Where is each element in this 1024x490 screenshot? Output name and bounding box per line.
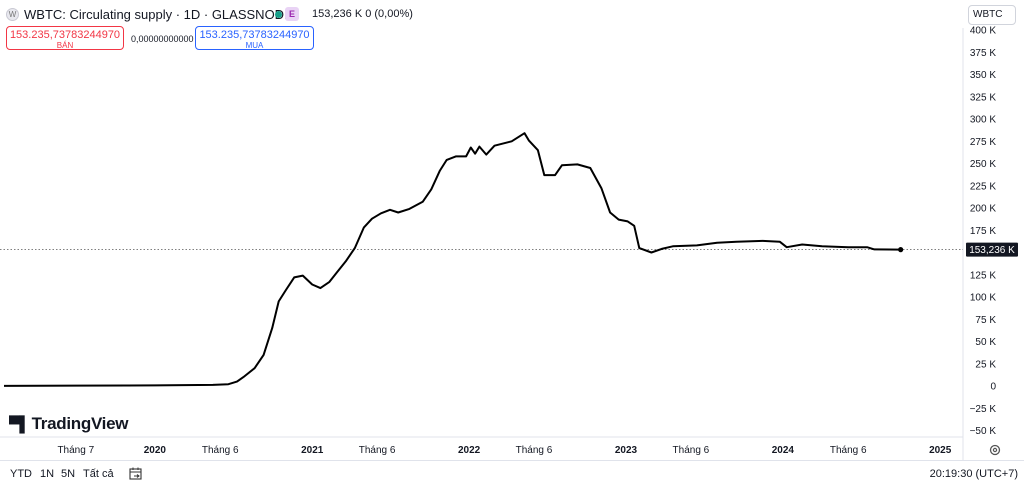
y-tick-label: 300 K: [970, 115, 996, 126]
y-tick-label: 175 K: [970, 226, 996, 237]
x-tick-label: 2020: [144, 445, 167, 456]
y-tick-label: 250 K: [970, 159, 996, 170]
x-tick-label: Tháng 6: [202, 445, 239, 456]
y-tick-label: −25 K: [970, 404, 997, 415]
settings-gear-icon[interactable]: [988, 443, 1002, 457]
sell-label: BÁN: [56, 41, 74, 50]
buy-price: 153.235,73783244970: [199, 29, 310, 41]
sell-price: 153.235,73783244970: [9, 29, 121, 41]
logo-text: TradingView: [31, 414, 129, 433]
y-tick-label: 275 K: [970, 137, 996, 148]
sell-button[interactable]: 153.235,73783244970 BÁN: [6, 26, 124, 50]
chart-canvas[interactable]: 400 K 375 K 350 K 325 K 300 K 275 K 250 K 225 K…: [0, 0, 1024, 460]
symbol-button[interactable]: WBTC: [968, 5, 1016, 25]
x-tick-label: 2023: [615, 445, 638, 456]
x-tick-label: 2025: [929, 445, 952, 456]
supply-series-line: [3, 132, 901, 387]
symbol-logo-icon: W: [6, 8, 19, 21]
buy-button[interactable]: 153.235,73783244970 MUA: [195, 26, 314, 50]
last-point-marker: [898, 247, 904, 253]
y-tick-label: 125 K: [970, 270, 996, 281]
market-status-icon[interactable]: [275, 11, 282, 18]
last-value-label-box: [966, 242, 1018, 257]
range-5y-button[interactable]: 5N: [61, 468, 76, 480]
exchange-badge[interactable]: E: [285, 7, 299, 21]
tradingview-logo[interactable]: ▀▌ TradingView: [9, 414, 128, 434]
y-tick-label: 100 K: [970, 293, 996, 304]
y-tick-label: 325 K: [970, 92, 996, 103]
calendar-goto-icon[interactable]: [128, 466, 144, 482]
range-all-button[interactable]: Tất cả: [83, 468, 114, 480]
y-tick-label: 225 K: [970, 181, 996, 192]
bottom-toolbar: YTD 1N 5N Tất cả 20:19:30 (UTC+7): [0, 460, 1024, 490]
y-tick-label: 350 K: [970, 70, 996, 81]
tradingview-mark-icon: ▀▌: [9, 416, 30, 433]
last-value-label: 153,236 K: [969, 245, 1015, 256]
range-1y-button[interactable]: 1N: [40, 468, 55, 480]
y-tick-label: 50 K: [975, 337, 996, 348]
x-tick-label: 2024: [772, 445, 795, 456]
spread-value: 0,00000000000: [131, 34, 194, 44]
y-tick-label: 400 K: [970, 26, 996, 37]
x-tick-label: Tháng 6: [516, 445, 553, 456]
x-tick-label: 2021: [301, 445, 324, 456]
x-tick-label: Tháng 6: [673, 445, 710, 456]
y-tick-label: 25 K: [975, 359, 996, 370]
x-tick-label: Tháng 7: [57, 445, 94, 456]
y-tick-label: 75 K: [975, 315, 996, 326]
timezone-clock[interactable]: 20:19:30 (UTC+7): [929, 468, 1018, 480]
y-tick-label: 0: [990, 382, 996, 393]
buy-label: MUA: [245, 41, 264, 50]
range-ytd-button[interactable]: YTD: [10, 468, 32, 480]
chart-header: W WBTC: Circulating supply · 1D · GLASSN…: [0, 0, 1024, 28]
y-tick-label: −50 K: [970, 426, 997, 437]
chart-title[interactable]: WBTC: Circulating supply · 1D · GLASSNOD…: [24, 7, 293, 22]
x-tick-label: 2022: [458, 445, 481, 456]
x-tick-label: Tháng 6: [359, 445, 396, 456]
x-tick-label: Tháng 6: [830, 445, 867, 456]
y-tick-label: 375 K: [970, 48, 996, 59]
y-tick-label: 200 K: [970, 204, 996, 215]
last-value: 153,236 K 0 (0,00%): [312, 8, 413, 20]
